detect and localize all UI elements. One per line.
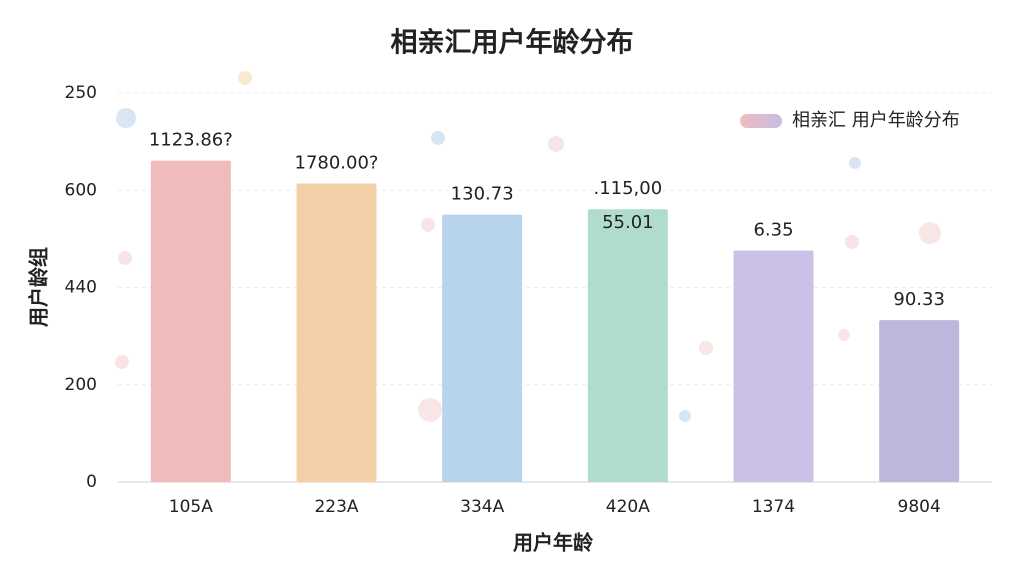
bar-label: 1780.00? xyxy=(295,152,379,173)
bar-label: 55.01 xyxy=(602,212,654,233)
legend-swatch xyxy=(740,114,782,128)
x-tick-label: 1374 xyxy=(752,497,795,517)
bar-label: 6.35 xyxy=(753,220,793,241)
y-tick-label: 0 xyxy=(86,472,97,492)
bar xyxy=(879,320,960,482)
bar xyxy=(150,160,231,482)
legend-label: 相亲汇 用户年龄分布 xyxy=(792,110,960,131)
y-tick-label: 250 xyxy=(65,83,97,103)
x-tick-label: 105A xyxy=(169,497,213,517)
x-tick-label: 223A xyxy=(314,497,358,517)
bar-label: 1123.86? xyxy=(149,130,233,151)
y-tick-label: 200 xyxy=(65,375,97,395)
bar-label: 130.73 xyxy=(451,184,514,205)
bar-label: 90.33 xyxy=(893,289,945,310)
x-tick-label: 9804 xyxy=(898,497,941,517)
bar-label: .115,00 xyxy=(593,178,662,199)
bar xyxy=(442,214,523,482)
x-tick-label: 334A xyxy=(460,497,504,517)
chart-title: 相亲汇用户年龄分布 xyxy=(391,27,634,59)
bar xyxy=(587,209,668,482)
bar xyxy=(296,183,377,482)
y-tick-label: 600 xyxy=(65,180,97,200)
x-tick-label: 420A xyxy=(606,497,650,517)
y-axis-label: 用户龄组 xyxy=(27,247,51,327)
bar xyxy=(733,250,814,482)
y-tick-label: 440 xyxy=(65,278,97,298)
x-axis-label: 用户年龄 xyxy=(513,531,594,555)
